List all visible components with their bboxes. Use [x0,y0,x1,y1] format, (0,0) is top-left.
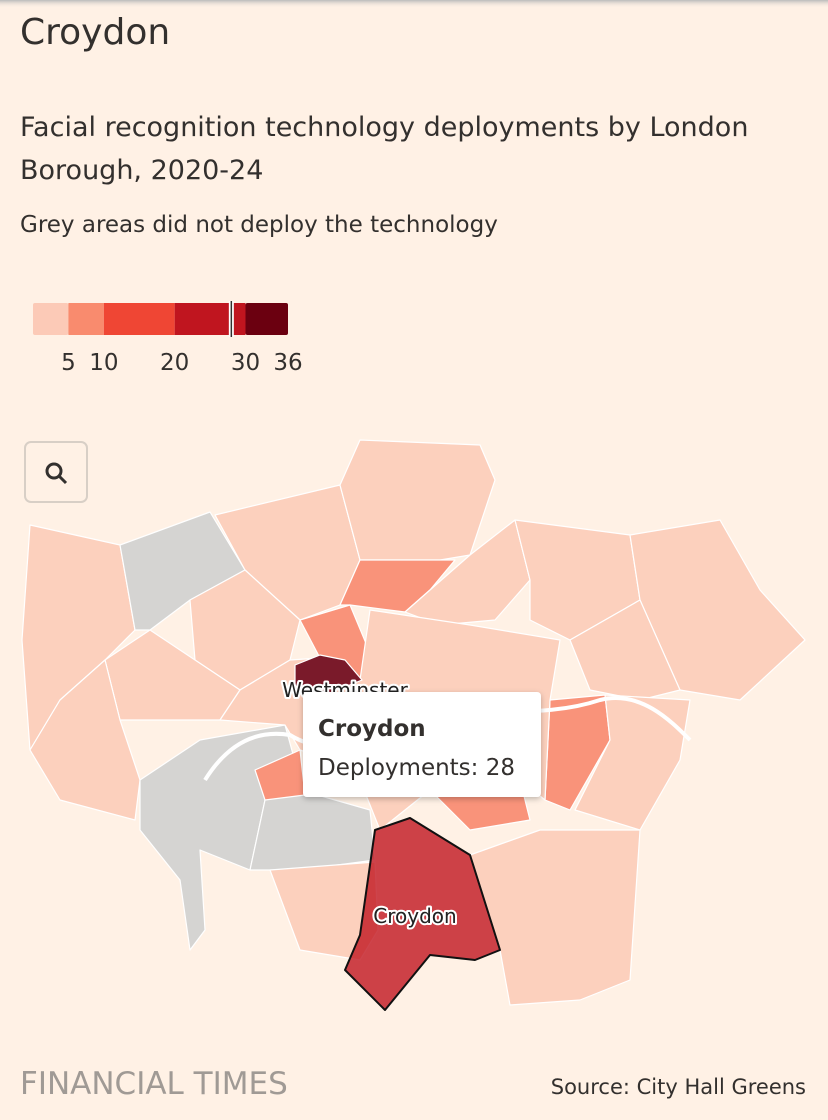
legend-tick-label: 10 [89,350,118,376]
legend-tick-label: 30 [231,350,260,376]
legend: 5 10 20 30 36 [33,301,303,376]
selected-borough[interactable] [344,817,501,1011]
borough[interactable] [569,599,681,701]
legend-tick-label: 20 [160,350,189,376]
legend-swatch [68,303,104,335]
borough[interactable] [339,439,496,561]
zoom-button[interactable] [24,441,88,503]
borough[interactable] [294,654,363,698]
legend-swatch [245,303,288,335]
borough[interactable] [29,659,141,821]
legend-tick-label: 36 [273,350,302,376]
tooltip-title: Croydon [318,716,426,742]
note: Grey areas did not deploy the technology [20,212,498,238]
page-title: Croydon [20,12,171,53]
subtitle: Facial recognition technology deployment… [20,112,749,186]
map-label: Croydon [373,904,456,928]
brand: FINANCIAL TIMES [20,1066,288,1102]
borough[interactable] [469,829,641,1006]
tooltip-line: Deployments: 28 [318,755,515,781]
legend-swatch [103,303,175,335]
legend-swatch [33,303,69,335]
borough[interactable] [249,789,376,871]
legend-tick-label: 5 [61,350,76,376]
tooltip: Croydon Deployments: 28 [303,692,541,797]
map [21,439,806,1011]
borough[interactable] [574,694,691,831]
source: Source: City Hall Greens [551,1075,806,1099]
legend-swatch [174,303,246,335]
top-shadow [0,0,828,8]
